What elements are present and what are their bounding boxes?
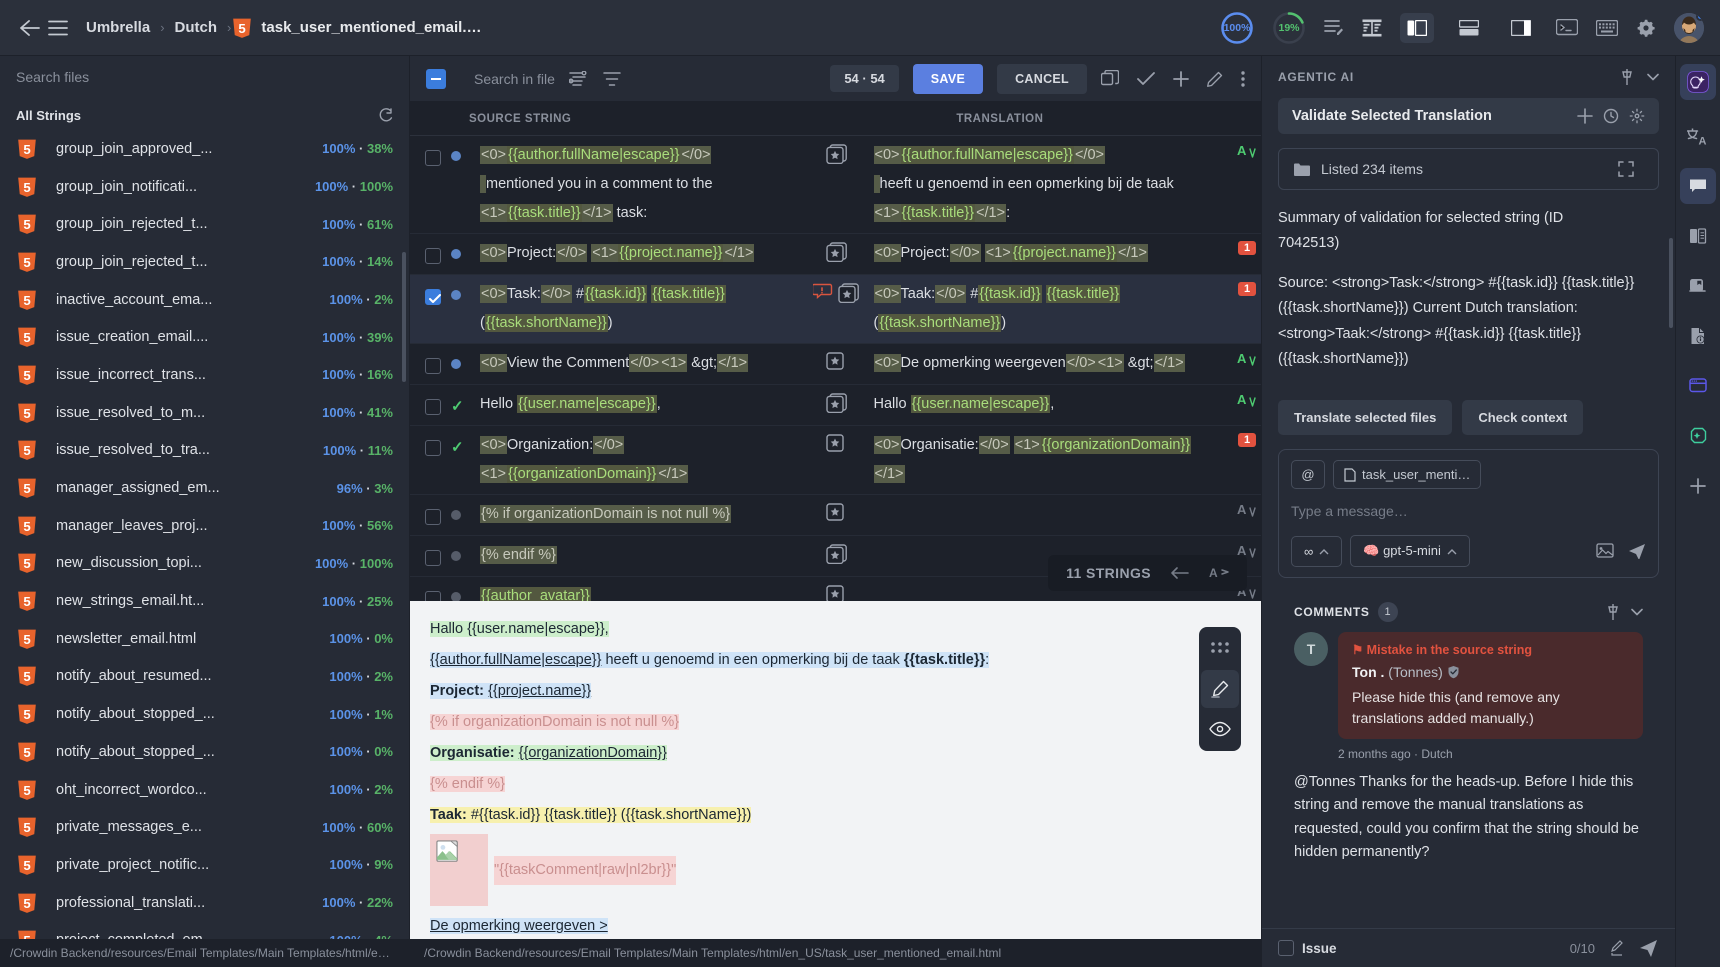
svg-text:5: 5: [23, 293, 30, 308]
svg-text:5: 5: [23, 406, 30, 421]
svg-text:5: 5: [23, 820, 30, 835]
svg-text:A: A: [1237, 143, 1247, 158]
svg-text:5: 5: [239, 20, 246, 35]
svg-text:5: 5: [23, 707, 30, 722]
svg-text:5: 5: [23, 142, 30, 157]
svg-text:5: 5: [23, 858, 30, 873]
svg-text:5: 5: [23, 519, 30, 534]
svg-text:A: A: [1209, 566, 1218, 580]
svg-text:5: 5: [23, 481, 30, 496]
svg-text:5: 5: [23, 217, 30, 232]
svg-text:5: 5: [23, 179, 30, 194]
svg-text:A: A: [1237, 392, 1247, 407]
svg-text:5: 5: [23, 255, 30, 270]
svg-text:A: A: [1699, 136, 1707, 146]
svg-text:5: 5: [23, 632, 30, 647]
svg-text:5: 5: [23, 745, 30, 760]
svg-text:A: A: [1237, 502, 1247, 517]
svg-text:5: 5: [23, 782, 30, 797]
svg-text:5: 5: [23, 594, 30, 609]
svg-text:5: 5: [23, 933, 30, 939]
svg-text:A: A: [1237, 351, 1247, 366]
svg-text:5: 5: [23, 443, 30, 458]
svg-text:5: 5: [23, 556, 30, 571]
svg-text:5: 5: [23, 896, 30, 911]
svg-text:5: 5: [23, 368, 30, 383]
svg-text:5: 5: [23, 669, 30, 684]
svg-text:5: 5: [23, 330, 30, 345]
